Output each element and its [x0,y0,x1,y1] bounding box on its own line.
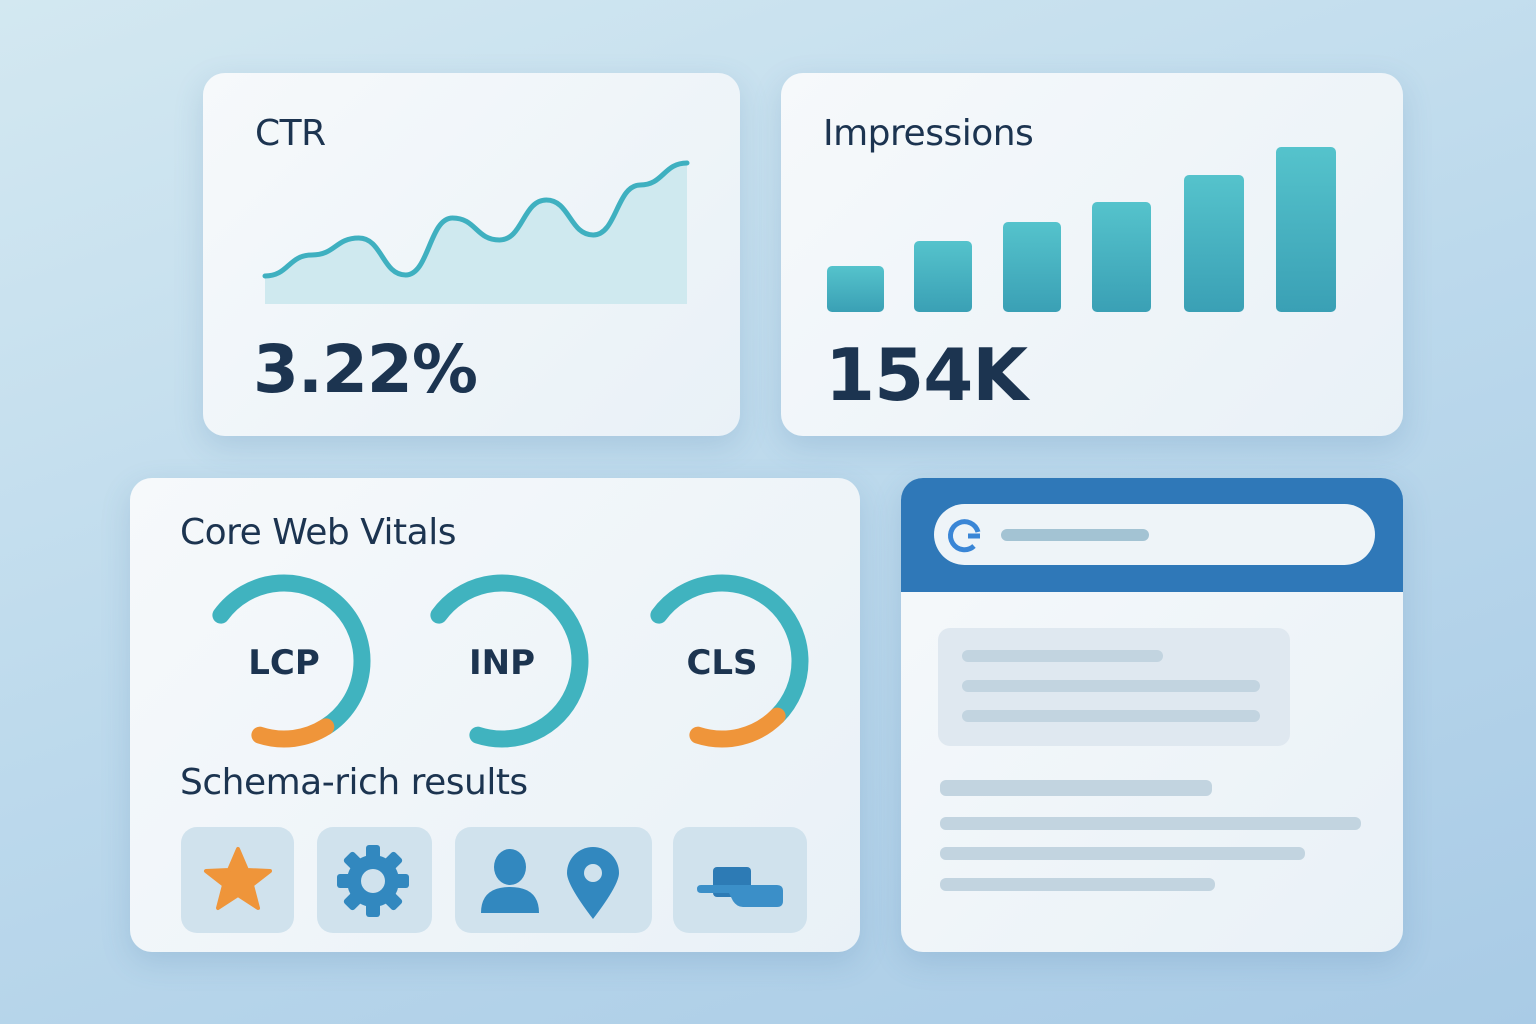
location-pin-icon [567,847,619,919]
impressions-bar [1184,175,1244,312]
impressions-bar [1092,202,1151,312]
gauge-label: INP [469,643,535,683]
gauge-label: LCP [248,643,320,683]
schema-title: Schema-rich results [180,762,528,803]
gauge-good-arc [650,574,809,725]
cwv-title: Core Web Vitals [180,512,456,553]
impressions-bar [914,241,972,312]
result-line [940,817,1361,830]
gauge-label: CLS [686,643,757,683]
featured-snippet[interactable] [938,628,1290,746]
ctr-value: 3.22% [253,331,478,408]
impressions-value: 154K [825,333,1028,417]
ctr-card: CTR 3.22% [203,73,740,436]
tile-settings[interactable] [317,827,432,933]
snippet-line [962,680,1260,692]
snippet-line [962,650,1163,662]
breadcrumb-icon [697,867,783,907]
gauge-warn-arc [689,707,786,748]
gauge-warn-arc [251,718,335,748]
result-title-line[interactable] [940,780,1212,796]
tile-breadcrumb[interactable] [673,827,807,933]
ctr-area [265,163,687,304]
impressions-title: Impressions [823,113,1034,154]
ctr-line [262,160,690,279]
tile-review[interactable] [181,827,294,933]
result-line [940,847,1305,860]
result-line [940,878,1215,891]
person-icon [481,849,539,913]
search-input[interactable] [934,504,1375,565]
gauges: LCP INP CLS [212,574,809,748]
gauge-good-arc [212,574,371,736]
gauge-good-arc [430,574,589,748]
snippet-line [962,710,1260,722]
search-query-placeholder [1001,529,1149,541]
impressions-bar [1276,147,1336,312]
star-icon [204,847,272,910]
google-g-icon [948,519,981,553]
impressions-bar [827,266,884,312]
gear-icon [337,845,409,917]
ctr-title: CTR [255,113,326,154]
serp-card [901,478,1403,952]
impressions-bar [1003,222,1061,312]
impressions-card: Impressions 154K [781,73,1403,436]
tile-local[interactable] [455,827,652,933]
ctr-trend-chart [262,160,690,304]
